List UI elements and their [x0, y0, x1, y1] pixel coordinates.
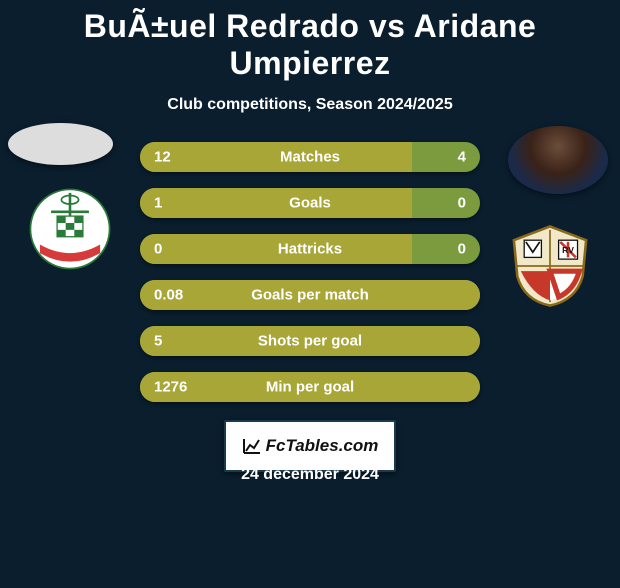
stat-row: 1276 Min per goal	[140, 372, 480, 402]
stat-label: Shots per goal	[258, 333, 362, 350]
stat-row: 0 Hattricks 0	[140, 234, 480, 264]
stat-left-fill	[140, 142, 412, 172]
stat-left-fill	[140, 188, 412, 218]
stat-value-right: 0	[458, 195, 466, 212]
stat-value-left: 0	[154, 241, 162, 258]
stat-label: Matches	[280, 149, 340, 166]
stat-value-left: 1276	[154, 379, 187, 396]
stat-value-left: 12	[154, 149, 171, 166]
stat-value-left: 0.08	[154, 287, 183, 304]
stat-label: Goals	[289, 195, 331, 212]
chart-icon	[242, 437, 262, 455]
stat-value-right: 0	[458, 241, 466, 258]
comparison-title: BuÃ±uel Redrado vs Aridane Umpierrez	[8, 8, 612, 82]
comparison-subtitle: Club competitions, Season 2024/2025	[8, 96, 612, 114]
stat-label: Goals per match	[251, 287, 369, 304]
stat-label: Hattricks	[278, 241, 342, 258]
stat-row: 0.08 Goals per match	[140, 280, 480, 310]
stat-label: Min per goal	[266, 379, 354, 396]
fctables-badge: FcTables.com	[224, 420, 396, 472]
comparison-date: 24 december 2024	[241, 466, 379, 484]
stat-value-left: 5	[154, 333, 162, 350]
stat-value-left: 1	[154, 195, 162, 212]
stat-value-right: 4	[458, 149, 466, 166]
stat-row: 1 Goals 0	[140, 188, 480, 218]
stats-bars: 12 Matches 4 1 Goals 0 0 Hattricks 0 0.08 Goals pe…	[140, 142, 480, 402]
stat-row: 5 Shots per goal	[140, 326, 480, 356]
stat-left-fill	[140, 234, 412, 264]
stat-row: 12 Matches 4	[140, 142, 480, 172]
badge-text: FcTables.com	[266, 436, 379, 456]
